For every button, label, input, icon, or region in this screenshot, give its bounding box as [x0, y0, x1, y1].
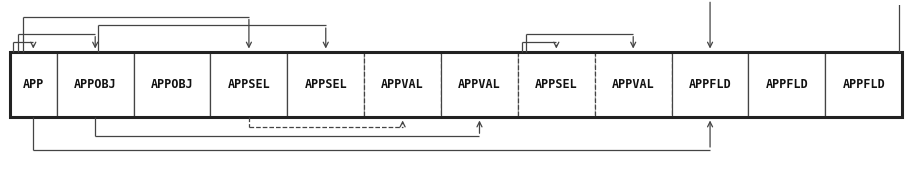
Text: APPFLD: APPFLD — [842, 78, 885, 91]
Bar — [287, 52, 363, 117]
Text: APPVAL: APPVAL — [457, 78, 500, 91]
Bar — [517, 52, 594, 117]
Bar — [670, 52, 748, 117]
Bar — [441, 52, 517, 117]
Bar — [748, 52, 824, 117]
Text: APPOBJ: APPOBJ — [74, 78, 117, 91]
Text: APPFLD: APPFLD — [764, 78, 807, 91]
Text: APPVAL: APPVAL — [611, 78, 654, 91]
Bar — [594, 52, 670, 117]
Bar — [134, 52, 210, 117]
Bar — [10, 52, 56, 117]
Text: APPOBJ: APPOBJ — [150, 78, 193, 91]
Bar — [10, 52, 901, 117]
Bar — [210, 52, 287, 117]
Text: APPSEL: APPSEL — [535, 78, 577, 91]
Text: APPSEL: APPSEL — [304, 78, 347, 91]
Bar — [824, 52, 901, 117]
Text: APPSEL: APPSEL — [227, 78, 270, 91]
Text: APPFLD: APPFLD — [688, 78, 731, 91]
Bar — [363, 52, 441, 117]
Text: APP: APP — [23, 78, 44, 91]
Text: APPVAL: APPVAL — [381, 78, 424, 91]
Bar — [56, 52, 134, 117]
